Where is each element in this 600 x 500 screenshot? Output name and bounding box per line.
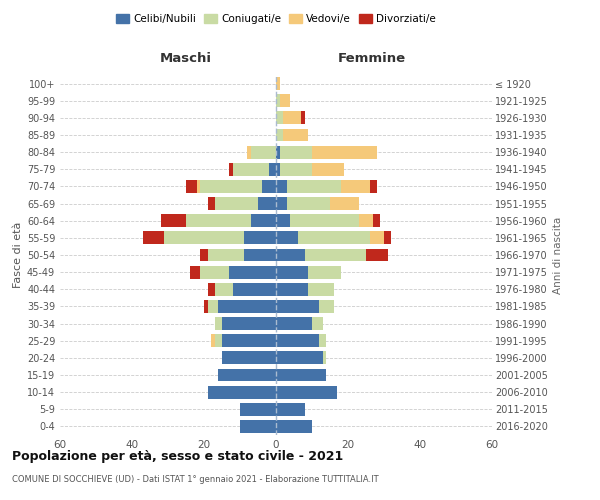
Bar: [276, 368, 326, 382]
Bar: [276, 317, 312, 330]
Bar: [208, 386, 276, 398]
Bar: [200, 266, 229, 278]
Bar: [222, 334, 276, 347]
Bar: [276, 232, 298, 244]
Bar: [186, 180, 197, 193]
Bar: [208, 197, 215, 210]
Bar: [319, 300, 334, 313]
Bar: [276, 146, 280, 158]
Bar: [208, 300, 218, 313]
Bar: [287, 180, 341, 193]
Bar: [204, 300, 208, 313]
Bar: [276, 300, 319, 313]
Bar: [222, 352, 276, 364]
Bar: [373, 214, 380, 227]
Bar: [305, 248, 366, 262]
Bar: [251, 146, 276, 158]
Bar: [247, 146, 251, 158]
Bar: [283, 112, 301, 124]
Bar: [312, 146, 377, 158]
Bar: [258, 197, 276, 210]
Bar: [211, 334, 215, 347]
Bar: [276, 420, 312, 433]
Bar: [287, 197, 330, 210]
Bar: [290, 214, 359, 227]
Bar: [276, 352, 323, 364]
Bar: [276, 128, 283, 141]
Bar: [330, 197, 359, 210]
Bar: [276, 197, 287, 210]
Y-axis label: Anni di nascita: Anni di nascita: [553, 216, 563, 294]
Bar: [276, 77, 280, 90]
Bar: [308, 283, 334, 296]
Bar: [229, 163, 233, 175]
Bar: [276, 283, 308, 296]
Legend: Celibi/Nubili, Coniugati/e, Vedovi/e, Divorziati/e: Celibi/Nubili, Coniugati/e, Vedovi/e, Di…: [112, 10, 440, 29]
Bar: [218, 368, 276, 382]
Text: Femmine: Femmine: [338, 52, 406, 65]
Bar: [190, 266, 200, 278]
Bar: [323, 352, 326, 364]
Text: Popolazione per età, sesso e stato civile - 2021: Popolazione per età, sesso e stato civil…: [12, 450, 343, 463]
Bar: [208, 248, 244, 262]
Bar: [229, 266, 276, 278]
Bar: [370, 232, 384, 244]
Bar: [308, 266, 341, 278]
Bar: [312, 317, 323, 330]
Bar: [208, 283, 215, 296]
Bar: [244, 248, 276, 262]
Bar: [366, 248, 388, 262]
Bar: [215, 317, 222, 330]
Bar: [319, 334, 326, 347]
Bar: [143, 232, 164, 244]
Bar: [200, 248, 208, 262]
Bar: [370, 180, 377, 193]
Bar: [276, 94, 280, 107]
Bar: [186, 214, 251, 227]
Bar: [197, 180, 200, 193]
Bar: [240, 420, 276, 433]
Bar: [298, 232, 370, 244]
Bar: [200, 180, 262, 193]
Bar: [341, 180, 370, 193]
Bar: [384, 232, 391, 244]
Bar: [233, 163, 269, 175]
Bar: [280, 94, 290, 107]
Y-axis label: Fasce di età: Fasce di età: [13, 222, 23, 288]
Bar: [222, 317, 276, 330]
Text: COMUNE DI SOCCHIEVE (UD) - Dati ISTAT 1° gennaio 2021 - Elaborazione TUTTITALIA.: COMUNE DI SOCCHIEVE (UD) - Dati ISTAT 1°…: [12, 475, 379, 484]
Bar: [276, 163, 280, 175]
Bar: [276, 214, 290, 227]
Bar: [301, 112, 305, 124]
Bar: [276, 180, 287, 193]
Bar: [280, 163, 312, 175]
Text: Maschi: Maschi: [160, 52, 212, 65]
Bar: [262, 180, 276, 193]
Bar: [276, 386, 337, 398]
Bar: [161, 214, 186, 227]
Bar: [240, 403, 276, 415]
Bar: [276, 248, 305, 262]
Bar: [312, 163, 344, 175]
Bar: [276, 403, 305, 415]
Bar: [276, 266, 308, 278]
Bar: [215, 283, 233, 296]
Bar: [215, 334, 222, 347]
Bar: [215, 197, 258, 210]
Bar: [233, 283, 276, 296]
Bar: [280, 146, 312, 158]
Bar: [218, 300, 276, 313]
Bar: [269, 163, 276, 175]
Bar: [251, 214, 276, 227]
Bar: [276, 112, 283, 124]
Bar: [283, 128, 308, 141]
Bar: [244, 232, 276, 244]
Bar: [359, 214, 373, 227]
Bar: [164, 232, 244, 244]
Bar: [276, 334, 319, 347]
